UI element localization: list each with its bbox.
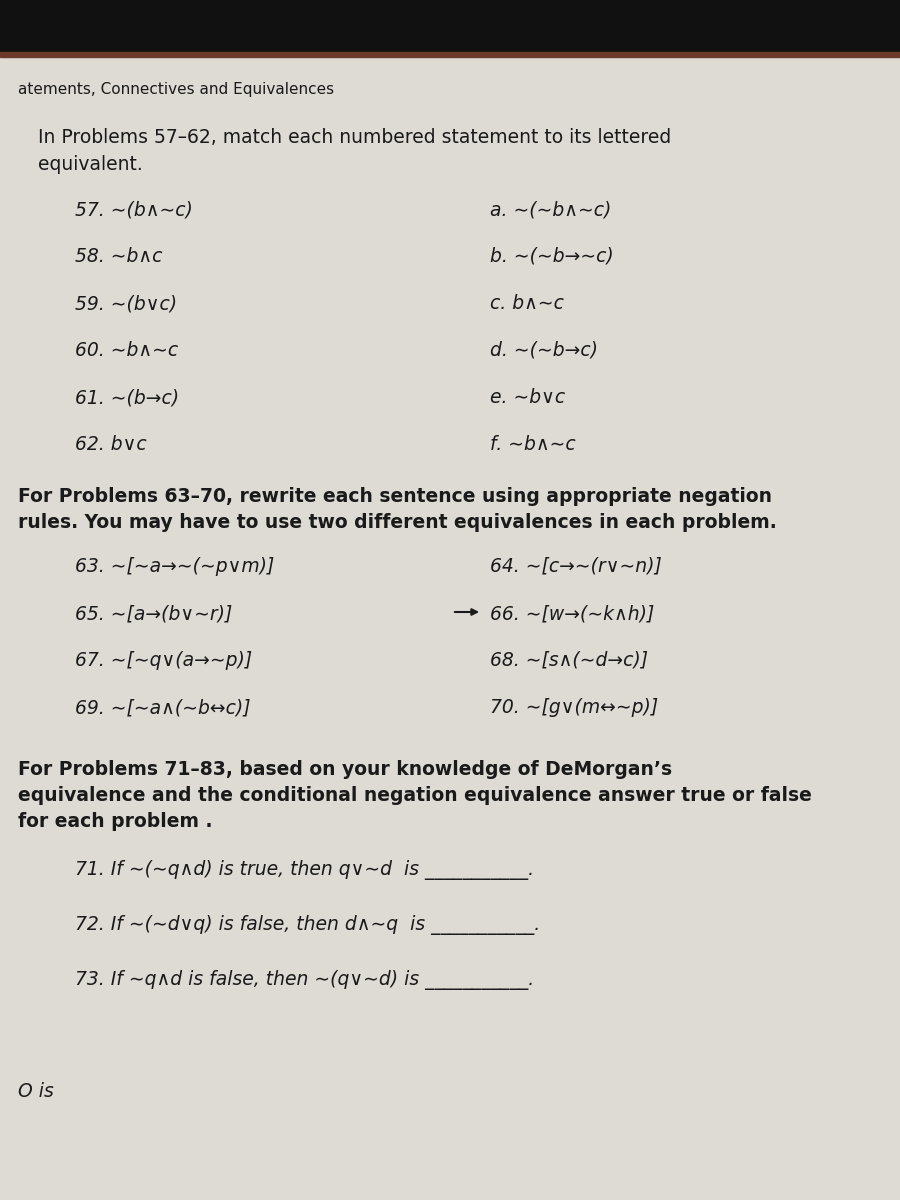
Text: 73. If ∼q∧d is false, then ∼(q∨∼d) is ___________.: 73. If ∼q∧d is false, then ∼(q∨∼d) is __… xyxy=(75,970,535,990)
Text: 58. ∼b∧c: 58. ∼b∧c xyxy=(75,247,162,266)
Text: 64. ∼[c→∼(r∨∼n)]: 64. ∼[c→∼(r∨∼n)] xyxy=(490,557,662,576)
Text: 60. ∼b∧∼c: 60. ∼b∧∼c xyxy=(75,341,178,360)
Bar xyxy=(0,52,900,56)
Text: 63. ∼[∼a→∼(∼p∨m)]: 63. ∼[∼a→∼(∼p∨m)] xyxy=(75,557,274,576)
Text: a. ∼(∼b∧∼c): a. ∼(∼b∧∼c) xyxy=(490,200,611,218)
Text: for each problem .: for each problem . xyxy=(18,812,212,830)
Text: For Problems 71–83, based on your knowledge of DeMorgan’s: For Problems 71–83, based on your knowle… xyxy=(18,760,672,779)
Text: e. ∼b∨c: e. ∼b∨c xyxy=(490,388,565,407)
Text: c. b∧∼c: c. b∧∼c xyxy=(490,294,564,313)
Text: 72. If ∼(∼d∨q) is false, then d∧∼q  is ___________.: 72. If ∼(∼d∨q) is false, then d∧∼q is __… xyxy=(75,914,540,935)
Text: O is: O is xyxy=(18,1082,54,1102)
Text: 66. ∼[w→(∼k∧h)]: 66. ∼[w→(∼k∧h)] xyxy=(490,604,654,623)
Bar xyxy=(0,0,900,52)
Text: 57. ∼(b∧∼c): 57. ∼(b∧∼c) xyxy=(75,200,193,218)
Text: 59. ∼(b∨c): 59. ∼(b∨c) xyxy=(75,294,177,313)
Text: In Problems 57–62, match each numbered statement to its lettered: In Problems 57–62, match each numbered s… xyxy=(38,128,671,146)
Text: b. ∼(∼b→∼c): b. ∼(∼b→∼c) xyxy=(490,247,614,266)
Text: 71. If ∼(∼q∧d) is true, then q∨∼d  is ___________.: 71. If ∼(∼q∧d) is true, then q∨∼d is ___… xyxy=(75,860,534,880)
Text: 69. ∼[∼a∧(∼b↔c)]: 69. ∼[∼a∧(∼b↔c)] xyxy=(75,698,250,716)
Text: 70. ∼[g∨(m↔∼p)]: 70. ∼[g∨(m↔∼p)] xyxy=(490,698,658,716)
Text: atements, Connectives and Equivalences: atements, Connectives and Equivalences xyxy=(18,82,334,97)
Text: equivalence and the conditional negation equivalence answer true or false: equivalence and the conditional negation… xyxy=(18,786,812,805)
Text: 61. ∼(b→c): 61. ∼(b→c) xyxy=(75,388,179,407)
Text: 67. ∼[∼q∨(a→∼p)]: 67. ∼[∼q∨(a→∼p)] xyxy=(75,650,252,670)
Text: f. ∼b∧∼c: f. ∼b∧∼c xyxy=(490,434,576,454)
Text: 65. ∼[a→(b∨∼r)]: 65. ∼[a→(b∨∼r)] xyxy=(75,604,232,623)
Text: rules. You may have to use two different equivalences in each problem.: rules. You may have to use two different… xyxy=(18,514,777,532)
Text: 68. ∼[s∧(∼d→c)]: 68. ∼[s∧(∼d→c)] xyxy=(490,650,648,670)
Text: d. ∼(∼b→c): d. ∼(∼b→c) xyxy=(490,341,598,360)
Text: 62. b∨c: 62. b∨c xyxy=(75,434,147,454)
Text: equivalent.: equivalent. xyxy=(38,155,143,174)
Text: For Problems 63–70, rewrite each sentence using appropriate negation: For Problems 63–70, rewrite each sentenc… xyxy=(18,487,772,506)
